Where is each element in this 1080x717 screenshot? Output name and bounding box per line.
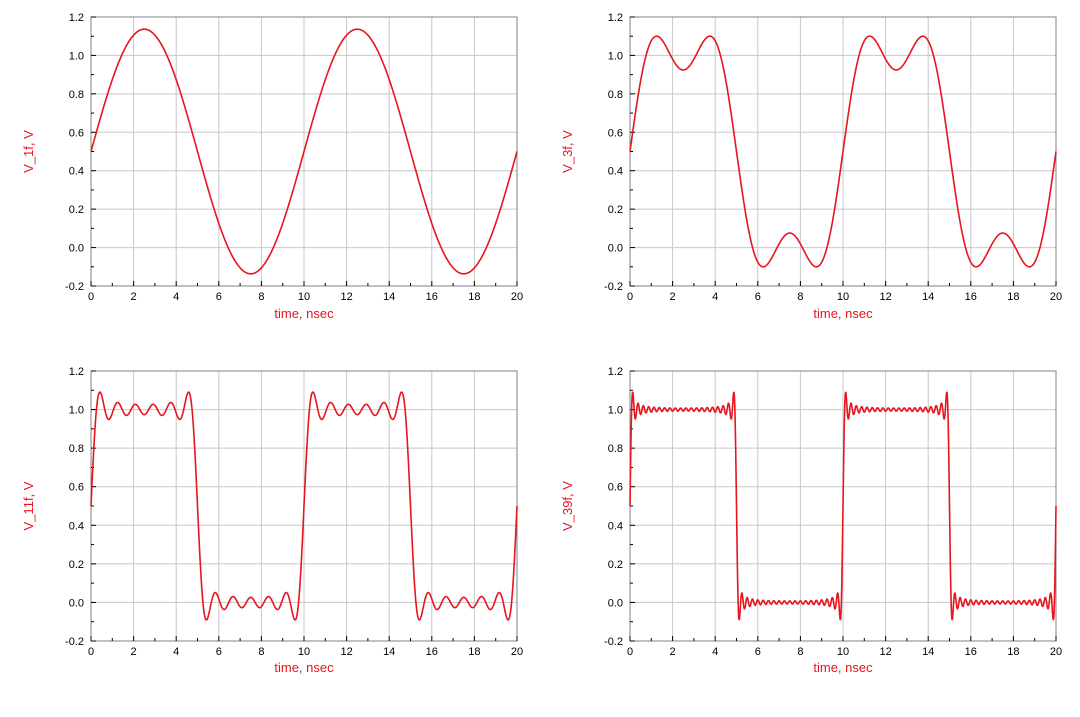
x-tick-label: 8 [797, 291, 803, 303]
x-tick-label: 12 [879, 291, 891, 303]
y-tick-label: 0.0 [69, 597, 84, 609]
x-tick-label: 12 [879, 646, 891, 658]
y-tick-label: 1.2 [69, 12, 84, 24]
x-tick-label: 0 [627, 646, 633, 658]
y-tick-label: 0.8 [69, 443, 84, 455]
y-tick-label: 0.6 [69, 127, 84, 139]
series-line [90, 391, 518, 621]
y-tick-label: 1.0 [69, 405, 84, 417]
x-tick-label: 0 [88, 646, 94, 658]
x-tick-label: 16 [426, 291, 438, 303]
y-axis-label: V_1f, V [21, 130, 36, 173]
chart-panel: 0 2 4 6 8 10 12 14 16 18 20 -0.2 0.0 0.2 0.4 0.6 0.8 1.0 1… [21, 366, 523, 675]
x-tick-label: 8 [258, 291, 264, 303]
x-tick-label: 16 [965, 646, 977, 658]
x-tick-label: 6 [216, 291, 222, 303]
x-tick-label: 2 [131, 291, 137, 303]
y-tick-label: 1.0 [608, 405, 623, 417]
y-axis-label: V_11f, V [21, 481, 36, 530]
x-tick-label: 8 [797, 646, 803, 658]
x-axis-label: time, nsec [813, 306, 873, 321]
y-tick-label: -0.2 [65, 281, 84, 293]
y-tick-label: 0.0 [608, 597, 623, 609]
x-tick-label: 14 [383, 646, 395, 658]
x-tick-label: 20 [511, 646, 523, 658]
y-tick-label: 0.8 [69, 89, 84, 101]
x-tick-label: 18 [468, 291, 480, 303]
y-tick-label: 0.2 [608, 204, 623, 216]
x-tick-label: 20 [1050, 291, 1062, 303]
x-axis-label: time, nsec [274, 660, 334, 675]
y-tick-label: -0.2 [65, 636, 84, 648]
x-tick-label: 2 [131, 646, 137, 658]
y-tick-label: 1.2 [69, 366, 84, 378]
y-tick-label: 0.2 [69, 559, 84, 571]
x-tick-label: 14 [922, 291, 934, 303]
y-tick-label: 0.6 [608, 127, 623, 139]
x-tick-label: 12 [340, 291, 352, 303]
series-line [629, 391, 1057, 621]
x-tick-label: 16 [965, 291, 977, 303]
x-axis-label: time, nsec [274, 306, 334, 321]
y-tick-label: 0.2 [608, 559, 623, 571]
x-tick-label: 14 [922, 646, 934, 658]
y-axis-label: V_39f, V [560, 481, 575, 531]
y-tick-label: 0.4 [608, 520, 623, 532]
x-tick-label: 6 [216, 646, 222, 658]
x-tick-label: 12 [340, 646, 352, 658]
y-tick-label: 1.0 [69, 50, 84, 62]
y-tick-label: -0.2 [604, 636, 623, 648]
y-tick-label: 0.0 [608, 243, 623, 255]
y-tick-label: 0.8 [608, 443, 623, 455]
x-tick-label: 4 [173, 291, 179, 303]
x-tick-label: 10 [298, 291, 310, 303]
x-tick-label: 10 [837, 291, 849, 303]
x-tick-label: 4 [712, 646, 718, 658]
x-tick-label: 10 [298, 646, 310, 658]
y-tick-label: 0.4 [69, 166, 84, 178]
y-tick-label: 1.0 [608, 50, 623, 62]
y-tick-label: -0.2 [604, 281, 623, 293]
x-tick-label: 0 [627, 291, 633, 303]
x-tick-label: 2 [670, 646, 676, 658]
series-line [629, 35, 1057, 268]
chart-panel: 0 2 4 6 8 10 12 14 16 18 20 -0.2 0.0 0.2 0.4 0.6 0.8 1.0 1… [560, 366, 1062, 675]
x-tick-label: 20 [511, 291, 523, 303]
x-tick-label: 10 [837, 646, 849, 658]
x-tick-label: 2 [670, 291, 676, 303]
x-tick-label: 4 [712, 291, 718, 303]
x-tick-label: 16 [426, 646, 438, 658]
y-axis-label: V_3f, V [560, 130, 575, 173]
x-tick-label: 18 [468, 646, 480, 658]
y-tick-label: 0.8 [608, 89, 623, 101]
chart-panel: 0 2 4 6 8 10 12 14 16 18 20 -0.2 0.0 0.2 0.4 0.6 0.8 1.0 1… [21, 12, 523, 321]
y-tick-label: 1.2 [608, 366, 623, 378]
series-line [90, 28, 518, 275]
x-tick-label: 14 [383, 291, 395, 303]
x-tick-label: 8 [258, 646, 264, 658]
x-axis-label: time, nsec [813, 660, 873, 675]
y-tick-label: 0.4 [608, 166, 623, 178]
x-tick-label: 6 [755, 646, 761, 658]
x-tick-label: 6 [755, 291, 761, 303]
chart-panel: 0 2 4 6 8 10 12 14 16 18 20 -0.2 0.0 0.2 0.4 0.6 0.8 1.0 1… [560, 12, 1062, 321]
x-tick-label: 18 [1007, 291, 1019, 303]
x-tick-label: 4 [173, 646, 179, 658]
y-tick-label: 0.0 [69, 243, 84, 255]
y-tick-label: 0.2 [69, 204, 84, 216]
y-tick-label: 0.4 [69, 520, 84, 532]
y-tick-label: 0.6 [608, 482, 623, 494]
y-tick-label: 1.2 [608, 12, 623, 24]
x-tick-label: 0 [88, 291, 94, 303]
x-tick-label: 18 [1007, 646, 1019, 658]
y-tick-label: 0.6 [69, 482, 84, 494]
x-tick-label: 20 [1050, 646, 1062, 658]
